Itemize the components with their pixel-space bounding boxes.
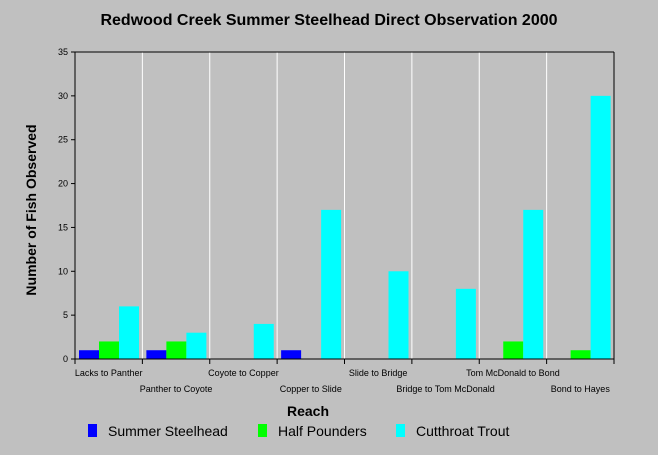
bar — [166, 341, 187, 359]
bar — [388, 271, 409, 359]
bars — [79, 95, 611, 359]
x-tick-label: Bridge to Tom McDonald — [396, 384, 494, 394]
x-tick-labels: Lacks to Panther Panther to Coyote Coyote … — [75, 368, 610, 394]
y-tick-label: 25 — [58, 135, 68, 145]
y-tick-label: 15 — [58, 222, 68, 232]
x-tick-label: Copper to Slide — [280, 384, 342, 394]
bar — [186, 332, 207, 359]
y-tick-label: 0 — [63, 354, 68, 364]
bar — [99, 341, 119, 359]
bar — [119, 306, 139, 359]
legend-swatch — [88, 424, 97, 437]
bar — [321, 209, 342, 359]
chart-title: Redwood Creek Summer Steelhead Direct Ob… — [100, 12, 558, 29]
y-tick-label: 5 — [63, 310, 68, 320]
x-tick-label: Coyote to Copper — [208, 368, 279, 378]
bar — [253, 323, 274, 359]
x-tick-label: Bond to Hayes — [551, 384, 611, 394]
y-tick-label: 35 — [58, 47, 68, 57]
x-tick-label: Tom McDonald to Bond — [466, 368, 560, 378]
bar — [570, 350, 591, 359]
y-tick-label: 10 — [58, 266, 68, 276]
x-tick-label: Panther to Coyote — [140, 384, 213, 394]
bar — [455, 288, 476, 359]
y-tick-labels: 0 5 10 15 20 25 30 35 — [58, 47, 68, 364]
legend-swatch — [396, 424, 405, 437]
legend-swatch — [258, 424, 267, 437]
x-tick-label: Slide to Bridge — [349, 368, 408, 378]
x-axis-title: Reach — [286, 403, 330, 419]
y-tick-label: 30 — [58, 91, 68, 101]
axes — [71, 51, 615, 364]
bar — [79, 350, 99, 359]
bar — [590, 95, 611, 359]
legend-label: Cutthroat Trout — [416, 423, 510, 439]
y-axis-title: Number of Fish Observed — [23, 124, 39, 296]
x-tick-label: Lacks to Panther — [75, 368, 143, 378]
bar — [146, 350, 167, 359]
legend: Summer Steelhead Half Pounders Cutthroat T… — [88, 422, 648, 444]
legend-label: Summer Steelhead — [108, 423, 228, 439]
bar — [523, 209, 544, 359]
bar — [503, 341, 524, 359]
bar — [281, 350, 302, 359]
y-tick-label: 20 — [58, 179, 68, 189]
legend-label: Half Pounders — [278, 423, 367, 439]
